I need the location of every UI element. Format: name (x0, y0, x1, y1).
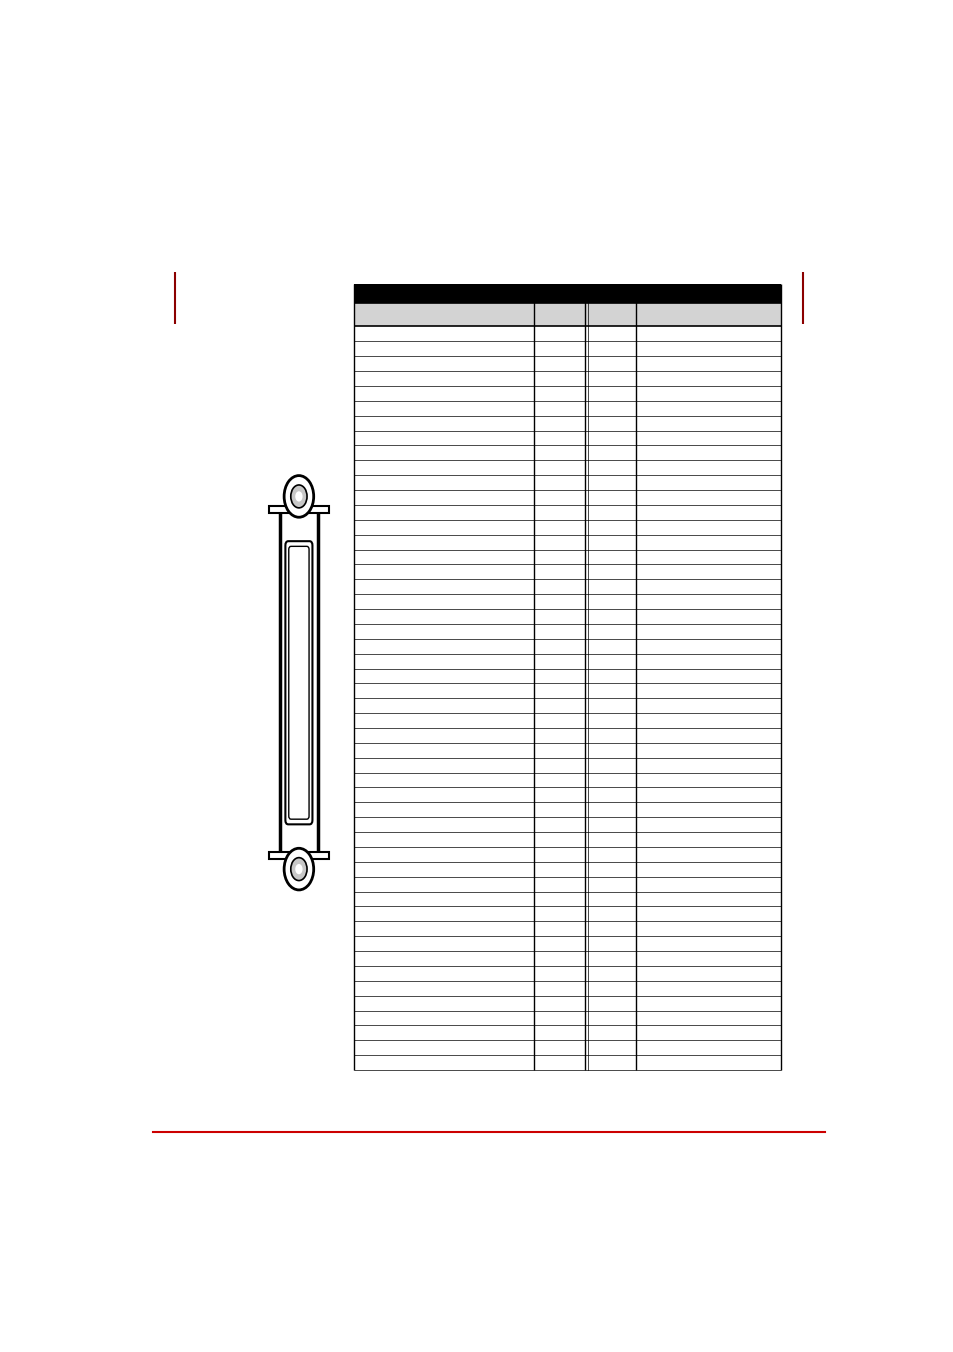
Circle shape (284, 476, 314, 518)
Circle shape (291, 857, 307, 880)
Bar (269, 853, 329, 860)
Bar (354, 284, 781, 303)
Bar (279, 511, 317, 854)
Circle shape (291, 485, 307, 508)
FancyBboxPatch shape (289, 546, 309, 819)
Circle shape (294, 864, 302, 875)
FancyBboxPatch shape (285, 541, 313, 825)
Bar (269, 506, 329, 512)
Circle shape (294, 491, 302, 502)
Circle shape (284, 848, 314, 890)
Bar (354, 303, 781, 326)
